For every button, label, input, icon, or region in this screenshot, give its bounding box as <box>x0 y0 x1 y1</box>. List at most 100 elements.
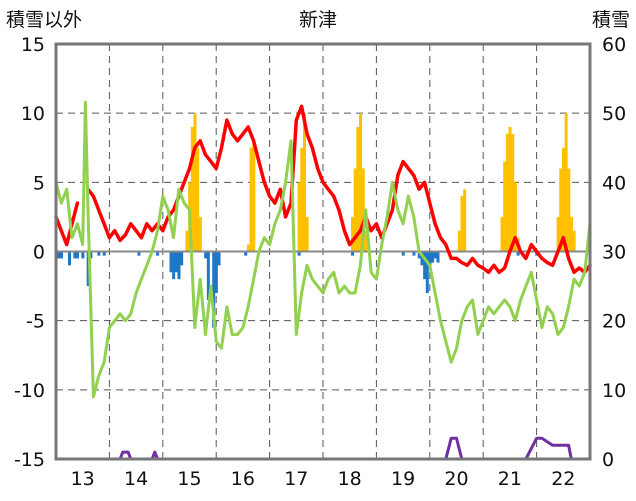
negative-bar <box>351 251 355 256</box>
snow-bar <box>305 216 309 252</box>
negative-bar <box>428 251 432 266</box>
snow-bar <box>193 113 197 252</box>
snow-bar <box>561 147 565 252</box>
negative-bar <box>420 251 424 266</box>
left-tick-label: -10 <box>14 380 45 402</box>
snow-bar <box>569 216 573 252</box>
negative-bar <box>244 251 248 256</box>
snow-bar <box>508 127 512 252</box>
snow-bar <box>567 168 571 252</box>
snow-bar <box>302 113 306 252</box>
right-tick-label: 20 <box>602 311 626 333</box>
negative-bar <box>174 251 178 273</box>
negative-bar <box>57 251 61 259</box>
left-tick-label: 0 <box>33 242 45 264</box>
x-tick-label: 19 <box>391 468 415 490</box>
snow-bar <box>246 244 250 252</box>
negative-bar <box>177 251 181 280</box>
left-tick-label: 10 <box>21 103 45 125</box>
negative-bar <box>73 251 77 259</box>
negative-bar <box>212 251 216 328</box>
negative-bar <box>68 251 72 266</box>
negative-bar <box>156 251 160 256</box>
snow-bar <box>198 216 202 252</box>
right-tick-label: 60 <box>602 34 626 56</box>
x-tick-label: 20 <box>444 468 468 490</box>
negative-bar <box>516 251 520 256</box>
snow-bar <box>505 133 509 252</box>
snow-bar <box>356 127 360 252</box>
snow-bar <box>249 147 253 252</box>
negative-bar <box>169 251 173 273</box>
right-axis-label: 積雪 <box>592 9 630 31</box>
negative-bar <box>180 251 184 266</box>
frame-border <box>54 42 592 461</box>
negative-bar <box>297 251 301 256</box>
negative-bar <box>204 251 208 259</box>
snow-bar <box>500 216 504 252</box>
negative-bar <box>401 251 405 256</box>
snow-bar <box>300 147 304 252</box>
lines-layer <box>54 100 592 461</box>
snow-bar <box>463 189 467 252</box>
snow-bar <box>196 147 200 252</box>
snow-bar <box>351 216 355 252</box>
x-tick-label: 22 <box>551 468 575 490</box>
negative-bar <box>81 251 85 259</box>
right-tick-label: 30 <box>602 242 626 264</box>
negative-bar <box>436 251 440 263</box>
snow-bar <box>572 230 576 252</box>
chart-title: 新津 <box>299 9 337 31</box>
snow-bar <box>556 216 560 252</box>
x-tick-label: 15 <box>177 468 201 490</box>
negative-bar <box>433 251 437 259</box>
negative-bar <box>417 251 421 259</box>
snow-bar <box>359 113 363 252</box>
left-tick-label: 5 <box>33 172 45 194</box>
negative-bar <box>412 251 416 256</box>
negative-bar <box>102 251 106 256</box>
negative-bar <box>97 251 101 256</box>
x-tick-label: 13 <box>71 468 95 490</box>
right-tick-label: 50 <box>602 103 626 125</box>
negative-bar <box>425 251 429 293</box>
snow-bar <box>503 161 507 252</box>
left-tick-label: -5 <box>26 311 45 333</box>
negative-bar <box>137 251 141 256</box>
right-tick-label: 10 <box>602 380 626 402</box>
negative-bar <box>217 251 221 266</box>
snow-bar <box>353 168 357 252</box>
purple-series-line <box>54 436 592 461</box>
snow-bar <box>564 113 568 252</box>
plot-frame <box>54 42 592 461</box>
x-tick-label: 14 <box>124 468 148 490</box>
snow-bar <box>364 230 368 252</box>
snow-bar <box>460 196 464 252</box>
red-series-line <box>54 201 80 247</box>
snow-bar <box>185 230 189 252</box>
left-tick-label: -15 <box>14 449 45 471</box>
negative-bar <box>214 251 218 293</box>
snow-bar <box>252 140 256 252</box>
negative-bar <box>206 251 210 300</box>
x-tick-label: 21 <box>498 468 522 490</box>
x-tick-label: 16 <box>231 468 255 490</box>
negative-bar <box>172 251 176 280</box>
green-series-line <box>54 100 592 399</box>
snow-bar <box>361 168 365 252</box>
negative-bar <box>60 251 64 259</box>
negative-bar <box>89 251 93 259</box>
snow-bar <box>511 133 515 252</box>
snow-bar <box>297 182 301 252</box>
red-series-line <box>86 104 592 275</box>
left-tick-label: 15 <box>21 34 45 56</box>
negative-bar <box>431 251 435 263</box>
negative-bar <box>423 251 427 280</box>
negative-bar <box>76 251 80 259</box>
right-tick-label: 0 <box>602 449 614 471</box>
bars-layer <box>57 113 576 328</box>
right-tick-label: 40 <box>602 172 626 194</box>
snow-bar <box>559 168 563 252</box>
